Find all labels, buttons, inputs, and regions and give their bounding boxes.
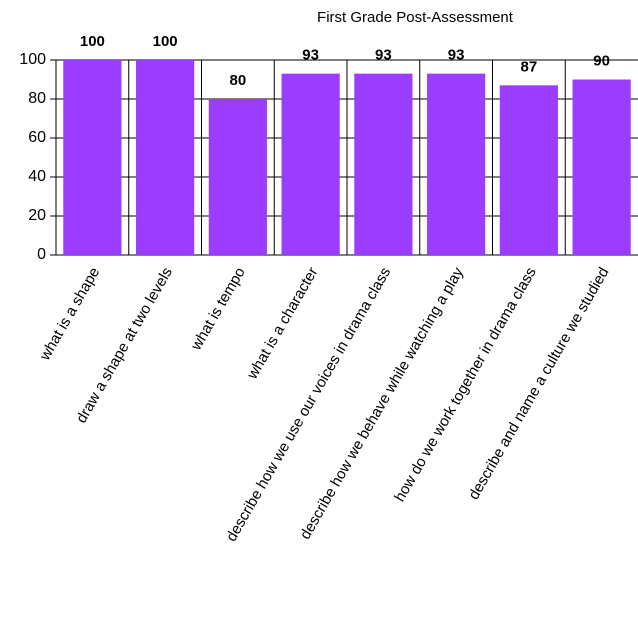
x-tick-label: describe how we behave while watching a … bbox=[297, 264, 467, 542]
bar bbox=[208, 99, 267, 255]
value-label: 87 bbox=[521, 58, 538, 75]
x-tick-label: what is tempo bbox=[187, 264, 248, 354]
bar bbox=[63, 60, 122, 255]
y-tick-label: 100 bbox=[19, 51, 46, 68]
y-tick-label: 0 bbox=[37, 246, 46, 263]
y-tick-label: 80 bbox=[28, 90, 46, 107]
y-tick-label: 40 bbox=[28, 168, 46, 185]
x-tick-label: describe how we use our voices in drama … bbox=[223, 264, 394, 544]
bar bbox=[136, 60, 195, 255]
bar bbox=[281, 73, 340, 256]
value-label: 93 bbox=[302, 47, 319, 64]
x-tick-label: describe and name a culture we studied bbox=[465, 264, 612, 502]
value-label: 100 bbox=[80, 33, 105, 50]
x-tick-label: what is a shape bbox=[36, 264, 103, 364]
bar bbox=[427, 73, 486, 256]
x-tick-label: how do we work together in drama class bbox=[391, 264, 540, 504]
y-tick-label: 20 bbox=[28, 207, 46, 224]
x-tick-label: what is a character bbox=[243, 264, 321, 382]
value-label: 93 bbox=[448, 47, 465, 64]
value-label: 93 bbox=[375, 47, 392, 64]
bar bbox=[572, 79, 631, 255]
value-label: 90 bbox=[593, 52, 610, 69]
bar bbox=[354, 73, 413, 256]
value-label: 100 bbox=[153, 33, 178, 50]
value-label: 80 bbox=[230, 72, 247, 89]
bar bbox=[499, 85, 558, 255]
chart-title: First Grade Post-Assessment bbox=[317, 9, 514, 26]
y-tick-label: 60 bbox=[28, 129, 46, 146]
